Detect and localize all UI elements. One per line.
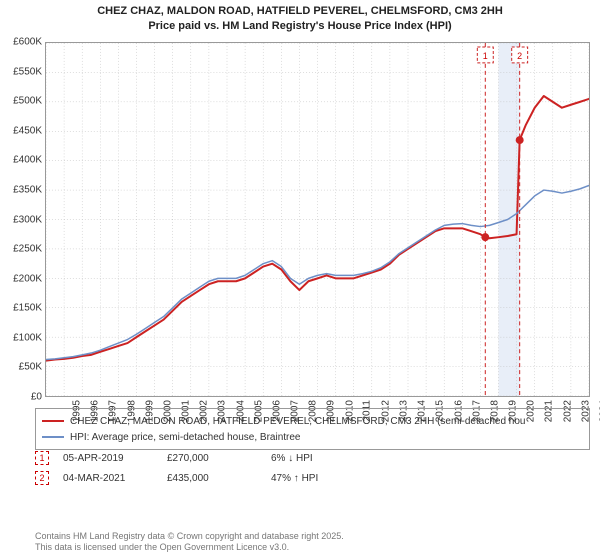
sale-dot-2 bbox=[516, 136, 524, 144]
chart-container: CHEZ CHAZ, MALDON ROAD, HATFIELD PEVEREL… bbox=[0, 0, 600, 560]
sales-table: 1 05-APR-2019 £270,000 6% ↓ HPI 2 04-MAR… bbox=[35, 448, 361, 488]
sale-date-2: 04-MAR-2021 bbox=[63, 473, 153, 484]
legend-item-hpi: HPI: Average price, semi-detached house,… bbox=[42, 429, 583, 445]
legend-swatch-hpi bbox=[42, 436, 64, 438]
sale-row-2: 2 04-MAR-2021 £435,000 47% ↑ HPI bbox=[35, 468, 361, 488]
y-tick-label: £550K bbox=[13, 66, 42, 77]
legend-swatch-property bbox=[42, 420, 64, 422]
sale-marker-2: 2 bbox=[35, 471, 49, 485]
sale-pct-2: 47% ↑ HPI bbox=[271, 473, 361, 484]
chart-title-line2: Price paid vs. HM Land Registry's House … bbox=[0, 20, 600, 36]
attribution-line1: Contains HM Land Registry data © Crown c… bbox=[35, 531, 344, 543]
svg-text:2: 2 bbox=[517, 51, 522, 61]
y-tick-label: £200K bbox=[13, 273, 42, 284]
y-tick-label: £600K bbox=[13, 37, 42, 48]
sale-date-1: 05-APR-2019 bbox=[63, 453, 153, 464]
y-tick-label: £50K bbox=[19, 362, 42, 373]
sale-row-1: 1 05-APR-2019 £270,000 6% ↓ HPI bbox=[35, 448, 361, 468]
y-tick-label: £150K bbox=[13, 303, 42, 314]
sale-marker-1: 1 bbox=[35, 451, 49, 465]
sale-pct-1: 6% ↓ HPI bbox=[271, 453, 361, 464]
y-tick-label: £300K bbox=[13, 214, 42, 225]
legend-item-property: CHEZ CHAZ, MALDON ROAD, HATFIELD PEVEREL… bbox=[42, 413, 583, 429]
sale-dot-1 bbox=[481, 233, 489, 241]
legend-label-property: CHEZ CHAZ, MALDON ROAD, HATFIELD PEVEREL… bbox=[70, 416, 525, 427]
y-tick-label: £450K bbox=[13, 125, 42, 136]
legend-label-hpi: HPI: Average price, semi-detached house,… bbox=[70, 432, 301, 443]
y-tick-label: £350K bbox=[13, 184, 42, 195]
sale-price-1: £270,000 bbox=[167, 453, 257, 464]
y-tick-label: £400K bbox=[13, 155, 42, 166]
y-tick-label: £500K bbox=[13, 96, 42, 107]
chart-title-line1: CHEZ CHAZ, MALDON ROAD, HATFIELD PEVEREL… bbox=[0, 0, 600, 20]
attribution: Contains HM Land Registry data © Crown c… bbox=[35, 531, 344, 554]
y-tick-label: £100K bbox=[13, 332, 42, 343]
legend: CHEZ CHAZ, MALDON ROAD, HATFIELD PEVEREL… bbox=[35, 408, 590, 450]
plot-area: 12 bbox=[45, 42, 590, 397]
sale-price-2: £435,000 bbox=[167, 473, 257, 484]
y-tick-label: £250K bbox=[13, 244, 42, 255]
y-tick-label: £0 bbox=[31, 392, 42, 403]
attribution-line2: This data is licensed under the Open Gov… bbox=[35, 542, 344, 554]
chart-svg: 12 bbox=[46, 43, 589, 396]
svg-text:1: 1 bbox=[483, 51, 488, 61]
